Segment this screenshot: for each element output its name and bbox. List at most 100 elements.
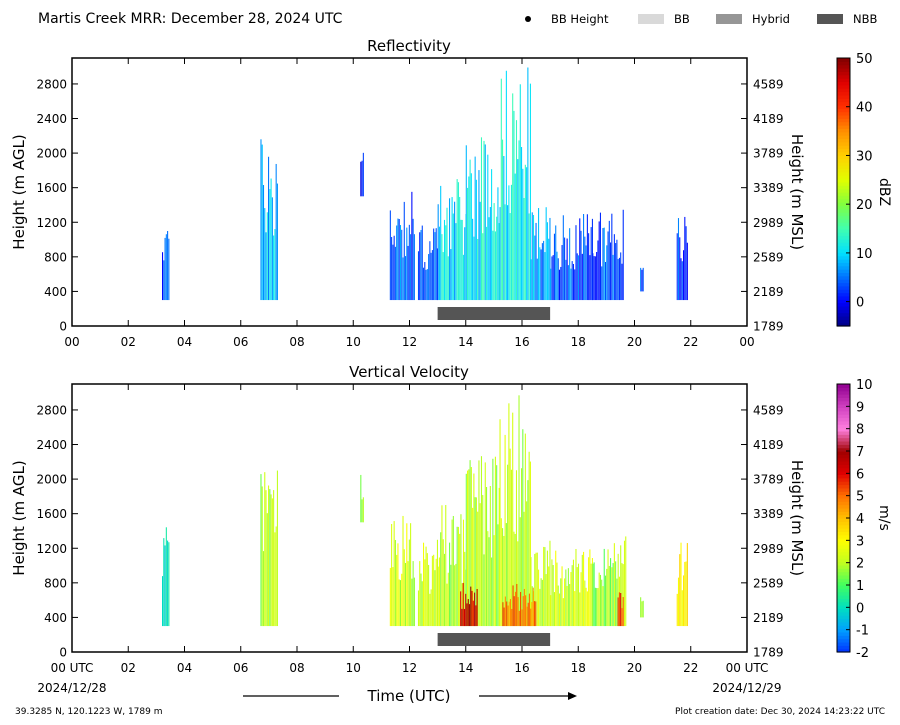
x-tick-label: 20 [627,661,642,675]
velocity-echo-strip [515,470,518,627]
velocity-echo-strip [473,473,475,627]
velocity-echo-strip [566,585,568,627]
station-location: 39.3285 N, 120.1223 W, 1789 m [15,707,163,717]
colorbar-segment [837,135,850,139]
colorbar-segment [837,605,850,610]
reflectivity-echo-strip [488,217,490,301]
reflectivity-echo-strip [406,227,408,301]
velocity-echo-strip [585,587,587,627]
velocity-echo-strip [523,511,525,627]
colorbar-segment [837,141,850,146]
velocity-echo-column [260,470,278,627]
velocity-echo-strip [535,552,537,627]
colorbar-segment [837,484,850,489]
reflectivity-echo-strip [434,232,436,301]
velocity-echo-strip [410,523,412,627]
reflectivity-echo-column [465,137,500,301]
velocity-echo-strip [527,602,529,627]
colorbar-segment [837,272,850,277]
velocity-echo-strip [168,542,170,627]
reflectivity-echo-strip [461,219,463,301]
reflectivity-echo-strip [266,212,268,301]
colorbar-tick-label: 40 [856,101,873,116]
colorbar-tick-label: 1 [856,579,864,594]
reflectivity-echo-strip [497,187,499,301]
velocity-echo-strip [530,557,532,627]
colorbar-segment [837,212,850,217]
reflectivity-title: Reflectivity [367,37,451,55]
velocity-echo-strip [163,538,165,627]
reflectivity-echo-strip [441,234,443,301]
colorbar-segment [837,158,850,163]
colorbar-tick-label: 20 [856,198,873,213]
reflectivity-echo-strip [584,236,586,301]
colorbar-segment [837,457,850,462]
velocity-echo-strip [513,596,515,627]
colorbar-segment [837,387,850,392]
legend-item-bb: BB [638,12,690,26]
velocity-echo-strip [539,588,541,627]
velocity-echo-strip [260,474,262,627]
reflectivity-echo-strip [429,241,431,301]
velocity-echo-strip [686,543,688,627]
velocity-echo-strip [538,569,540,627]
reflectivity-echo-strip [557,258,559,301]
reflectivity-echo-strip [611,213,613,301]
colorbar-segment [837,165,850,170]
velocity-echo-strip [456,526,458,627]
reflectivity-echo-strip [608,220,610,301]
velocity-echo-strip [271,498,273,627]
y-tick-label: 2400 [36,112,67,126]
x-tick-label: 08 [289,661,304,675]
colorbar-segment [837,138,850,143]
velocity-echo-strip [273,490,275,627]
colorbar-segment [837,424,850,429]
colorbar-tick-label: 9 [856,400,864,415]
reflectivity-echo-strip [459,196,461,301]
reflectivity-echo-strip [437,204,439,301]
reflectivity-echo-strip [276,183,278,301]
reflectivity-echo-strip [549,217,551,301]
colorbar-segment [837,568,850,573]
colorbar-segment [837,74,850,79]
velocity-echo-strip [613,543,615,627]
velocity-echo-strip [577,563,580,627]
colorbar-segment [837,101,850,106]
velocity-echo-strip [598,572,600,627]
x-tick-label: 00 [739,335,754,349]
velocity-echo-strip [360,474,362,523]
reflectivity-echo-strip [513,110,515,301]
velocity-echo-strip [424,559,426,627]
reflectivity-echo-strip [536,258,538,301]
velocity-echo-strip [511,608,513,627]
velocity-echo-strip [468,469,470,627]
colorbar-segment [837,608,850,613]
y2-tick-label: 2589 [753,576,784,590]
reflectivity-echo-strip [446,207,448,301]
velocity-echo-strip [527,480,529,627]
velocity-echo-strip [524,433,526,627]
velocity-echo-strip [581,554,583,627]
velocity-echo-strip [413,577,415,627]
velocity-echo-strip [465,473,467,627]
colorbar-segment [837,84,850,89]
reflectivity-echo-strip [681,261,683,301]
velocity-echo-strip [685,561,687,627]
colorbar-segment [837,451,850,455]
reflectivity-echo-strip [438,226,440,301]
velocity-echo-strip [478,460,480,627]
reflectivity-echo-strip [467,187,469,301]
reflectivity-echo-column [417,225,438,301]
velocity-echo-strip [617,597,619,627]
time-axis-label: Time (UTC) [367,687,451,705]
velocity-echo-strip [503,535,505,627]
velocity-echo-strip [407,561,409,627]
reflectivity-echo-column [162,230,170,301]
velocity-echo-strip [556,562,558,627]
colorbar-segment [837,414,850,419]
velocity-echo-strip [433,554,435,627]
reflectivity-echo-strip [424,262,426,301]
velocity-echo-strip [555,550,557,627]
reflectivity-echo-strip [475,179,477,301]
velocity-echo-strip [528,451,530,627]
